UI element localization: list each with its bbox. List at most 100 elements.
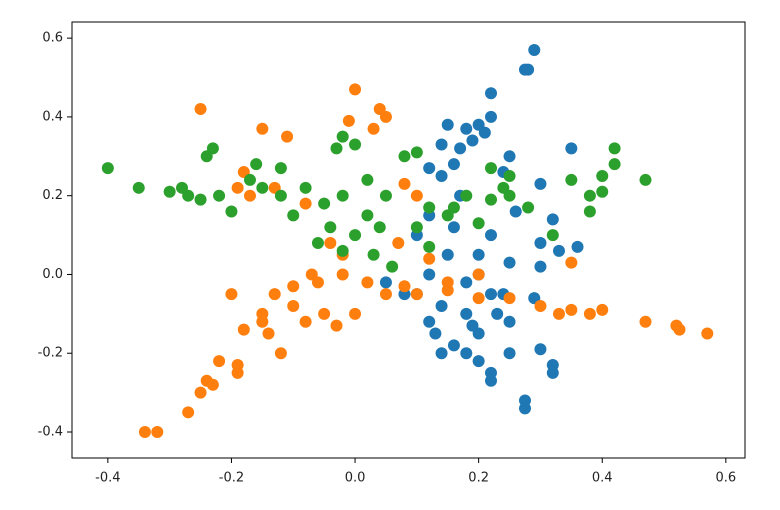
scatter-point xyxy=(441,276,454,289)
scatter-point xyxy=(336,189,349,202)
scatter-point xyxy=(299,181,312,194)
scatter-point xyxy=(287,209,300,222)
scatter-point xyxy=(262,327,275,340)
x-tick-label: 0.2 xyxy=(468,471,489,486)
scatter-point xyxy=(423,268,436,281)
scatter-point xyxy=(701,327,714,340)
scatter-point xyxy=(608,142,621,155)
scatter-point xyxy=(441,118,454,131)
scatter-point xyxy=(546,229,559,242)
y-tick-label: -0.2 xyxy=(38,346,63,361)
scatter-point xyxy=(206,142,219,155)
scatter-point xyxy=(194,386,207,399)
scatter-point xyxy=(379,288,392,301)
scatter-point xyxy=(410,288,423,301)
scatter-point xyxy=(243,189,256,202)
scatter-point xyxy=(213,355,226,368)
scatter-point xyxy=(503,150,516,163)
x-tick-label: -0.4 xyxy=(95,471,120,486)
scatter-point xyxy=(373,221,386,234)
x-tick-label: 0.6 xyxy=(715,471,736,486)
axes-frame xyxy=(71,21,746,459)
scatter-point xyxy=(503,315,516,328)
scatter-point xyxy=(503,256,516,269)
scatter-point xyxy=(194,193,207,206)
scatter-point xyxy=(565,173,578,186)
scatter-point xyxy=(534,343,547,356)
scatter-point xyxy=(163,185,176,198)
scatter-point xyxy=(182,406,195,419)
scatter-point xyxy=(435,299,448,312)
scatter-point xyxy=(398,177,411,190)
scatter-point xyxy=(485,193,498,206)
scatter-point xyxy=(546,366,559,379)
scatter-point xyxy=(361,276,374,289)
scatter-point xyxy=(423,240,436,253)
scatter-point xyxy=(392,236,405,249)
scatter-point xyxy=(151,426,164,439)
scatter-point xyxy=(466,134,479,147)
scatter-point xyxy=(472,292,485,305)
scatter-point xyxy=(423,315,436,328)
scatter-point xyxy=(565,303,578,316)
scatter-point xyxy=(485,110,498,123)
scatter-point xyxy=(472,248,485,261)
scatter-point xyxy=(361,209,374,222)
scatter-point xyxy=(361,173,374,186)
scatter-point xyxy=(250,158,263,171)
y-tick-label: 0.4 xyxy=(42,109,63,124)
scatter-point xyxy=(367,122,380,135)
scatter-point xyxy=(435,347,448,360)
scatter-point xyxy=(528,43,541,56)
scatter-point xyxy=(596,303,609,316)
scatter-point xyxy=(485,87,498,100)
scatter-point xyxy=(552,307,565,320)
scatter-point xyxy=(281,130,294,143)
scatter-point xyxy=(460,307,473,320)
scatter-point xyxy=(534,177,547,190)
scatter-point xyxy=(522,201,535,214)
scatter-point xyxy=(256,122,269,135)
scatter-point xyxy=(243,173,256,186)
x-tick-label: 0.4 xyxy=(592,471,613,486)
scatter-point xyxy=(596,185,609,198)
scatter-point xyxy=(287,280,300,293)
x-tick-label: -0.2 xyxy=(219,471,244,486)
scatter-point xyxy=(225,205,238,218)
scatter-point xyxy=(367,248,380,261)
scatter-point xyxy=(274,162,287,175)
scatter-point xyxy=(336,130,349,143)
x-tick-label: 0.0 xyxy=(345,471,366,486)
scatter-point xyxy=(398,150,411,163)
scatter-point xyxy=(534,236,547,249)
scatter-point xyxy=(274,347,287,360)
scatter-point xyxy=(324,236,337,249)
scatter-point xyxy=(583,205,596,218)
scatter-point xyxy=(256,181,269,194)
scatter-point xyxy=(231,366,244,379)
scatter-point xyxy=(503,189,516,202)
scatter-point xyxy=(379,189,392,202)
scatter-point xyxy=(673,323,686,336)
scatter-point xyxy=(472,355,485,368)
scatter-point xyxy=(379,110,392,123)
scatter-point xyxy=(349,83,362,96)
scatter-point xyxy=(503,347,516,360)
scatter-point xyxy=(225,288,238,301)
scatter-point xyxy=(460,189,473,202)
scatter-point xyxy=(441,248,454,261)
scatter-point xyxy=(565,142,578,155)
scatter-point xyxy=(454,142,467,155)
scatter-point xyxy=(349,307,362,320)
scatter-point xyxy=(639,173,652,186)
scatter-point xyxy=(410,221,423,234)
scatter-point xyxy=(299,315,312,328)
scatter-point xyxy=(299,197,312,210)
scatter-point xyxy=(318,307,331,320)
scatter-point xyxy=(349,138,362,151)
scatter-point xyxy=(410,146,423,159)
scatter-point xyxy=(237,323,250,336)
scatter-point xyxy=(503,292,516,305)
scatter-point xyxy=(583,189,596,202)
scatter-point xyxy=(460,276,473,289)
